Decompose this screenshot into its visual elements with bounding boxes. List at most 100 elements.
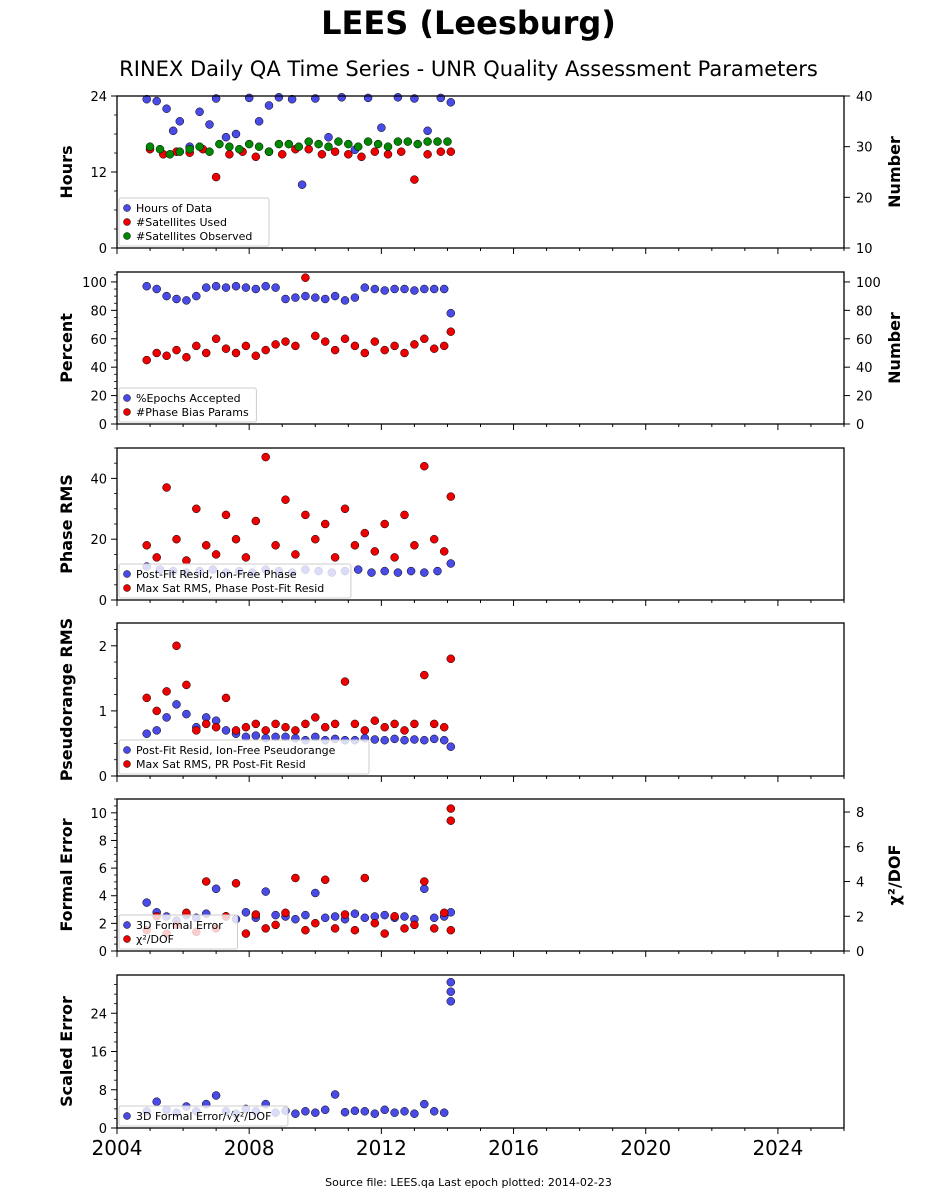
- y-right-tick-label: 40: [856, 361, 873, 376]
- data-point: [231, 129, 241, 139]
- figure-title: LEES (Leesburg): [321, 4, 616, 42]
- legend-label: Post-Fit Resid, Ion-Free Pseudorange: [136, 744, 336, 757]
- data-point: [244, 93, 254, 103]
- data-point: [429, 719, 439, 729]
- data-point: [142, 898, 151, 907]
- data-point: [410, 286, 419, 295]
- y-tick-label: 40: [90, 472, 107, 487]
- data-point: [251, 284, 261, 294]
- data-point: [340, 296, 350, 305]
- data-point: [370, 284, 380, 294]
- data-point: [192, 726, 201, 735]
- data-point: [261, 452, 270, 462]
- data-point: [162, 291, 171, 301]
- data-point: [390, 553, 399, 562]
- data-point: [192, 504, 201, 514]
- data-point: [400, 726, 409, 735]
- data-point: [420, 334, 429, 344]
- y-tick-label: 10: [90, 807, 107, 822]
- data-point: [337, 93, 346, 102]
- y-right-tick-label: 20: [856, 191, 873, 206]
- data-point: [142, 729, 151, 738]
- legend-marker: [123, 746, 131, 754]
- data-point: [370, 716, 380, 725]
- data-point: [400, 1107, 409, 1116]
- data-point: [142, 541, 151, 550]
- data-point: [439, 908, 449, 918]
- y-right-tick-label: 20: [856, 390, 873, 405]
- data-point: [311, 888, 320, 898]
- y-right-tick-label: 40: [856, 90, 873, 105]
- data-point: [264, 147, 274, 156]
- data-point: [360, 528, 370, 538]
- y-tick-label: 8: [99, 1084, 107, 1099]
- x-tick-label: 2020: [620, 1136, 671, 1160]
- data-point: [429, 924, 439, 933]
- y-tick-label: 20: [90, 390, 107, 405]
- data-point: [400, 924, 409, 933]
- data-point: [410, 735, 419, 744]
- data-point: [436, 147, 446, 156]
- data-point: [231, 348, 241, 358]
- data-point: [350, 925, 360, 935]
- data-point: [433, 566, 442, 576]
- data-point: [294, 142, 304, 151]
- data-point: [439, 722, 449, 732]
- data-point: [360, 348, 370, 358]
- data-point: [261, 924, 270, 933]
- data-point: [304, 144, 313, 154]
- data-point: [380, 286, 389, 295]
- data-point: [393, 93, 403, 102]
- data-point: [320, 337, 330, 346]
- data-point: [363, 137, 373, 146]
- data-point: [221, 510, 231, 520]
- data-point: [172, 345, 181, 355]
- y-right-axis-label: χ²/DOF: [885, 845, 904, 906]
- series-2-1: [142, 281, 456, 318]
- data-point: [182, 556, 191, 565]
- data-point: [221, 283, 231, 292]
- data-point: [410, 340, 419, 349]
- data-point: [205, 147, 214, 156]
- y-tick-label: 1: [99, 705, 107, 720]
- data-point: [241, 908, 251, 917]
- data-point: [370, 337, 380, 346]
- x-tick-label: 2024: [752, 1136, 803, 1160]
- data-point: [340, 334, 350, 344]
- data-point: [403, 137, 413, 146]
- data-point: [420, 568, 429, 577]
- data-point: [380, 566, 389, 576]
- data-point: [301, 719, 310, 729]
- y-axis-label: Pseudorange RMS: [57, 618, 76, 781]
- data-point: [410, 719, 419, 729]
- data-point: [244, 139, 254, 149]
- data-point: [360, 873, 370, 883]
- series-2-2: [142, 273, 456, 365]
- data-point: [406, 566, 416, 576]
- y-tick-label: 4: [99, 890, 107, 905]
- data-point: [320, 722, 330, 732]
- data-point: [241, 929, 251, 938]
- data-point: [311, 918, 320, 928]
- data-point: [241, 341, 251, 351]
- data-point: [429, 284, 439, 294]
- data-point: [439, 284, 449, 294]
- legend-label: 3D Formal Error: [136, 919, 223, 932]
- data-point: [311, 293, 320, 302]
- data-point: [420, 735, 429, 745]
- data-point: [182, 709, 191, 719]
- data-point: [251, 516, 261, 526]
- data-point: [301, 510, 310, 520]
- data-point: [152, 726, 161, 735]
- y-right-tick-label: 2: [856, 910, 864, 925]
- data-point: [192, 341, 201, 351]
- data-point: [320, 294, 330, 304]
- data-point: [201, 719, 211, 729]
- data-point: [353, 565, 363, 574]
- data-point: [446, 977, 456, 987]
- data-point: [340, 910, 350, 919]
- data-point: [350, 341, 360, 351]
- data-point: [439, 1108, 449, 1117]
- data-point: [271, 719, 280, 729]
- data-point: [446, 997, 456, 1006]
